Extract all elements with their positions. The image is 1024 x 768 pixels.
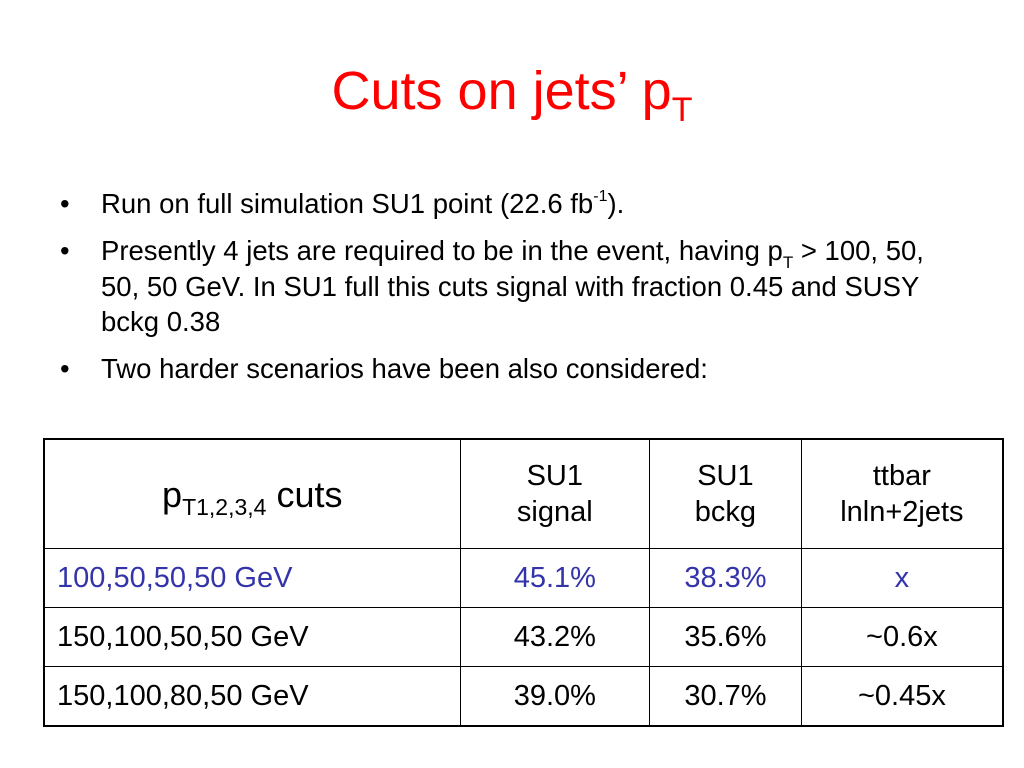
bullet-marker: •	[60, 234, 70, 266]
bullet-subscript: T	[782, 252, 794, 272]
header-bckg: SU1 bckg	[649, 438, 802, 549]
header-signal-line2: signal	[516, 496, 593, 528]
cell-cuts: 100,50,50,50 GeV	[43, 548, 461, 608]
bullet-text-end: ).	[607, 188, 625, 219]
header-cuts-subscript: T1,2,3,4	[182, 493, 267, 520]
bullet-superscript: -1	[593, 188, 608, 205]
header-ttbar-line1: ttbar	[872, 459, 931, 492]
header-cuts-suffix: cuts	[266, 473, 343, 515]
cell-signal: 39.0%	[459, 666, 651, 727]
cell-ttbar: ~0.45x	[800, 666, 1004, 727]
cell-cuts: 150,100,80,50 GeV	[43, 666, 461, 727]
table-row: 150,100,80,50 GeV 39.0% 30.7% ~0.45x	[43, 666, 1004, 727]
cell-bckg: 35.6%	[649, 607, 802, 667]
header-ttbar-line2: lnln+2jets	[840, 496, 964, 528]
slide-title-subscript: T	[671, 91, 693, 129]
header-bckg-line2: bckg	[694, 496, 757, 528]
cell-ttbar: x	[800, 548, 1004, 608]
header-ttbar: ttbar lnln+2jets	[800, 438, 1004, 549]
bullet-item: • Presently 4 jets are required to be in…	[60, 233, 960, 340]
table-row: 150,100,50,50 GeV 43.2% 35.6% ~0.6x	[43, 607, 1004, 667]
cell-cuts: 150,100,50,50 GeV	[43, 607, 461, 667]
header-cuts-main: p	[162, 473, 183, 515]
bullet-list: • Run on full simulation SU1 point (22.6…	[60, 186, 960, 398]
cell-bckg: 30.7%	[649, 666, 802, 727]
bullet-item: • Two harder scenarios have been also co…	[60, 351, 960, 387]
cell-signal: 43.2%	[459, 607, 651, 667]
cell-signal: 45.1%	[459, 548, 651, 608]
bullet-marker: •	[60, 353, 70, 384]
bullet-text: Two harder scenarios have been also cons…	[101, 353, 708, 384]
bullet-marker: •	[60, 188, 70, 219]
cell-bckg: 38.3%	[649, 548, 802, 608]
header-signal-line1: SU1	[526, 459, 584, 492]
cell-ttbar: ~0.6x	[800, 607, 1004, 667]
header-signal: SU1 signal	[459, 438, 651, 549]
bullet-text-end: > 100, 50, 50, 50 GeV. In SU1 full this …	[101, 234, 924, 338]
bullet-text: Presently 4 jets are required to be in t…	[101, 234, 783, 266]
table-row: 100,50,50,50 GeV 45.1% 38.3% x	[43, 548, 1004, 608]
slide-title-main: Cuts on jets’ p	[331, 61, 672, 121]
cuts-table: pT1,2,3,4 cuts SU1 signal SU1 bckg ttbar ln…	[43, 438, 1004, 727]
slide-title: Cuts on jets’ pT	[0, 61, 1024, 127]
header-cuts: pT1,2,3,4 cuts	[43, 438, 461, 549]
bullet-text: Run on full simulation SU1 point (22.6 f…	[101, 188, 594, 219]
table-header-row: pT1,2,3,4 cuts SU1 signal SU1 bckg ttbar ln…	[43, 438, 1004, 549]
bullet-item: • Run on full simulation SU1 point (22.6…	[60, 186, 960, 222]
header-bckg-line1: SU1	[697, 459, 754, 492]
